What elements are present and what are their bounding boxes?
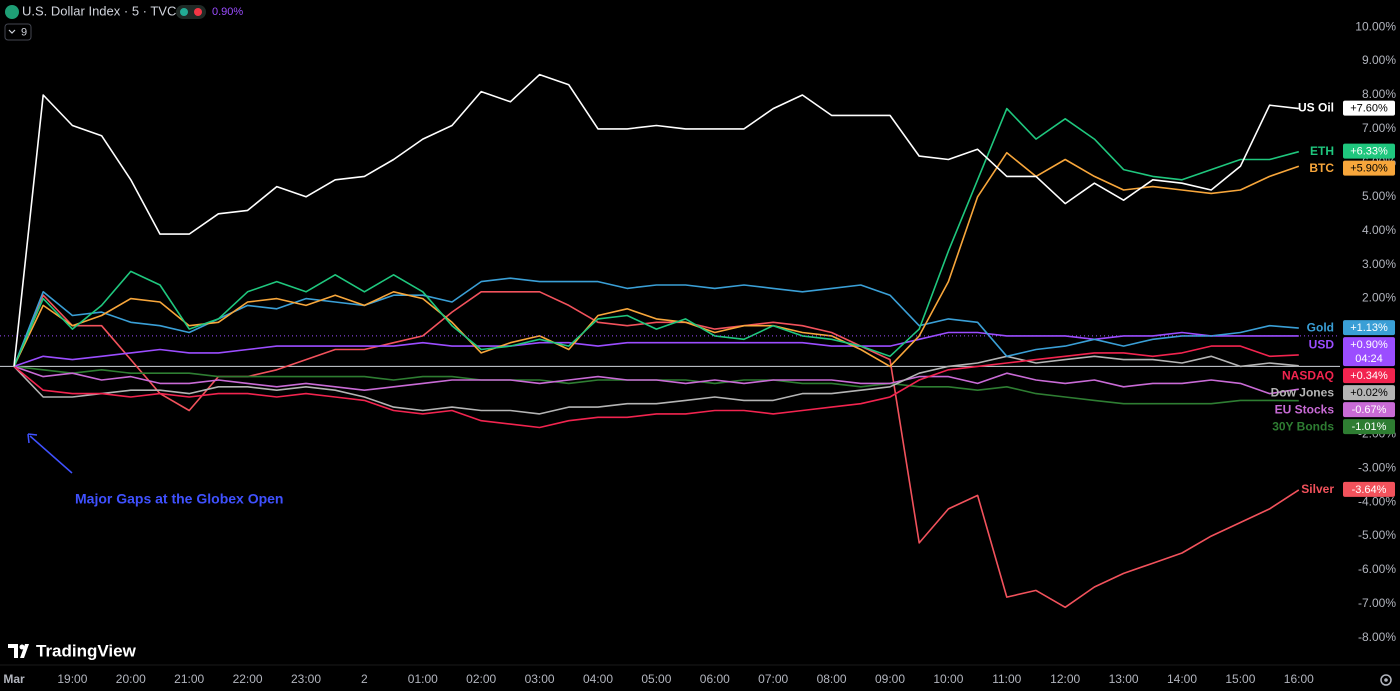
x-tick-label: 21:00 bbox=[174, 672, 204, 686]
y-tick-label: 7.00% bbox=[1362, 121, 1396, 135]
annotation: Major Gaps at the Globex Open bbox=[27, 433, 283, 507]
x-tick-label: 02:00 bbox=[466, 672, 496, 686]
x-tick-label: 23:00 bbox=[291, 672, 321, 686]
legend-label: Dow Jones bbox=[1271, 385, 1335, 399]
x-tick-label: 01:00 bbox=[408, 672, 438, 686]
legend-label: US Oil bbox=[1298, 101, 1334, 115]
x-tick-label: 22:00 bbox=[233, 672, 263, 686]
y-tick-label: 2.00% bbox=[1362, 291, 1396, 305]
price-badge bbox=[1343, 337, 1395, 367]
annotation-arrow bbox=[29, 435, 73, 474]
price-badge-label: +5.90% bbox=[1350, 163, 1388, 175]
y-tick-label: -5.00% bbox=[1358, 528, 1396, 542]
symbol-icon bbox=[5, 5, 19, 19]
symbol-title[interactable]: U.S. Dollar Index · 5 · TVC bbox=[22, 3, 176, 18]
y-tick-label: 4.00% bbox=[1362, 223, 1396, 237]
y-tick-label: -7.00% bbox=[1358, 596, 1396, 610]
symbol-change: 0.90% bbox=[212, 6, 243, 18]
price-badge bbox=[1343, 402, 1395, 418]
status-dot bbox=[194, 8, 202, 16]
x-tick-label: 14:00 bbox=[1167, 672, 1197, 686]
legend-label: EU Stocks bbox=[1275, 402, 1335, 416]
annotation-text: Major Gaps at the Globex Open bbox=[75, 491, 283, 507]
legend-label: Silver bbox=[1301, 482, 1334, 496]
x-tick-label: Mar bbox=[3, 672, 25, 686]
arrow-head bbox=[27, 433, 38, 444]
x-tick-label: 12:00 bbox=[1050, 672, 1080, 686]
price-badge bbox=[1343, 368, 1395, 384]
legend-label: 30Y Bonds bbox=[1272, 419, 1334, 433]
series-line bbox=[13, 365, 1299, 395]
plot-area: 10.00%9.00%8.00%7.00%6.00%5.00%4.00%3.00… bbox=[0, 19, 1400, 686]
series-line bbox=[13, 355, 1299, 415]
price-badge-label: +6.33% bbox=[1350, 146, 1388, 158]
price-badge bbox=[1343, 100, 1395, 116]
legend-label: USD bbox=[1309, 337, 1335, 351]
price-badge-label: +0.02% bbox=[1350, 387, 1388, 399]
x-tick-label: 05:00 bbox=[641, 672, 671, 686]
x-tick-label: 03:00 bbox=[525, 672, 555, 686]
price-badge bbox=[1343, 385, 1395, 401]
logo-text[interactable]: TradingView bbox=[36, 641, 137, 660]
series-line bbox=[13, 73, 1299, 367]
price-badge-label: +7.60% bbox=[1350, 102, 1388, 114]
x-tick-label: 08:00 bbox=[817, 672, 847, 686]
series-line bbox=[13, 107, 1300, 367]
series-line bbox=[13, 345, 1299, 429]
x-tick-label: 06:00 bbox=[700, 672, 730, 686]
price-badge-label: -0.67% bbox=[1352, 404, 1387, 416]
legend-label: ETH bbox=[1310, 144, 1334, 158]
countdown-label: 04:24 bbox=[1355, 353, 1383, 365]
x-tick-label: 2 bbox=[361, 672, 368, 686]
y-tick-label: 3.00% bbox=[1362, 257, 1396, 271]
x-tick-label: 11:00 bbox=[992, 672, 1021, 686]
x-tick-label: 07:00 bbox=[758, 672, 788, 686]
status-dot bbox=[180, 8, 188, 16]
indicators-count: 9 bbox=[21, 26, 27, 38]
series-line bbox=[13, 277, 1299, 367]
price-badge-label: +0.90% bbox=[1350, 339, 1388, 351]
y-tick-label: 10.00% bbox=[1355, 19, 1396, 33]
indicators-toggle[interactable] bbox=[4, 23, 32, 41]
x-tick-label: 19:00 bbox=[57, 672, 87, 686]
y-tick-label: 9.00% bbox=[1362, 53, 1396, 67]
x-tick-label: 10:00 bbox=[933, 672, 963, 686]
y-tick-label: -4.00% bbox=[1358, 494, 1396, 508]
x-tick-label: 20:00 bbox=[116, 672, 146, 686]
legend-label: BTC bbox=[1309, 161, 1334, 175]
gear-center bbox=[1384, 678, 1388, 682]
y-tick-label: -3.00% bbox=[1358, 460, 1396, 474]
price-badge-label: -1.01% bbox=[1352, 421, 1387, 433]
header: U.S. Dollar Index · 5 · TVC 0.90% 9 bbox=[4, 3, 243, 41]
logo: TradingView bbox=[8, 641, 137, 660]
series-line bbox=[13, 331, 1299, 368]
price-badge bbox=[1343, 419, 1395, 435]
series-line bbox=[13, 151, 1300, 368]
y-tick-label: 5.00% bbox=[1362, 189, 1396, 203]
price-badge bbox=[1343, 160, 1395, 176]
price-badge bbox=[1343, 320, 1395, 336]
y-tick-label: 8.00% bbox=[1362, 87, 1396, 101]
legend-label: Gold bbox=[1307, 320, 1334, 334]
price-badge-label: +1.13% bbox=[1350, 322, 1388, 334]
legend-label: NASDAQ bbox=[1282, 368, 1334, 382]
gear-icon[interactable] bbox=[1380, 674, 1392, 686]
settings-icon[interactable] bbox=[1380, 674, 1392, 686]
x-tick-label: 09:00 bbox=[875, 672, 905, 686]
x-tick-label: 13:00 bbox=[1109, 672, 1139, 686]
price-badge-label: +0.34% bbox=[1350, 370, 1388, 382]
logo-icon bbox=[19, 644, 25, 650]
chevron-icon bbox=[8, 29, 16, 34]
y-tick-label: -8.00% bbox=[1358, 630, 1396, 644]
price-badge-label: -3.64% bbox=[1352, 484, 1387, 496]
x-tick-label: 16:00 bbox=[1284, 672, 1314, 686]
price-badge bbox=[1343, 481, 1395, 497]
x-tick-label: 04:00 bbox=[583, 672, 613, 686]
x-tick-label: 15:00 bbox=[1225, 672, 1255, 686]
y-tick-label: -6.00% bbox=[1358, 562, 1396, 576]
price-badge bbox=[1343, 143, 1395, 159]
